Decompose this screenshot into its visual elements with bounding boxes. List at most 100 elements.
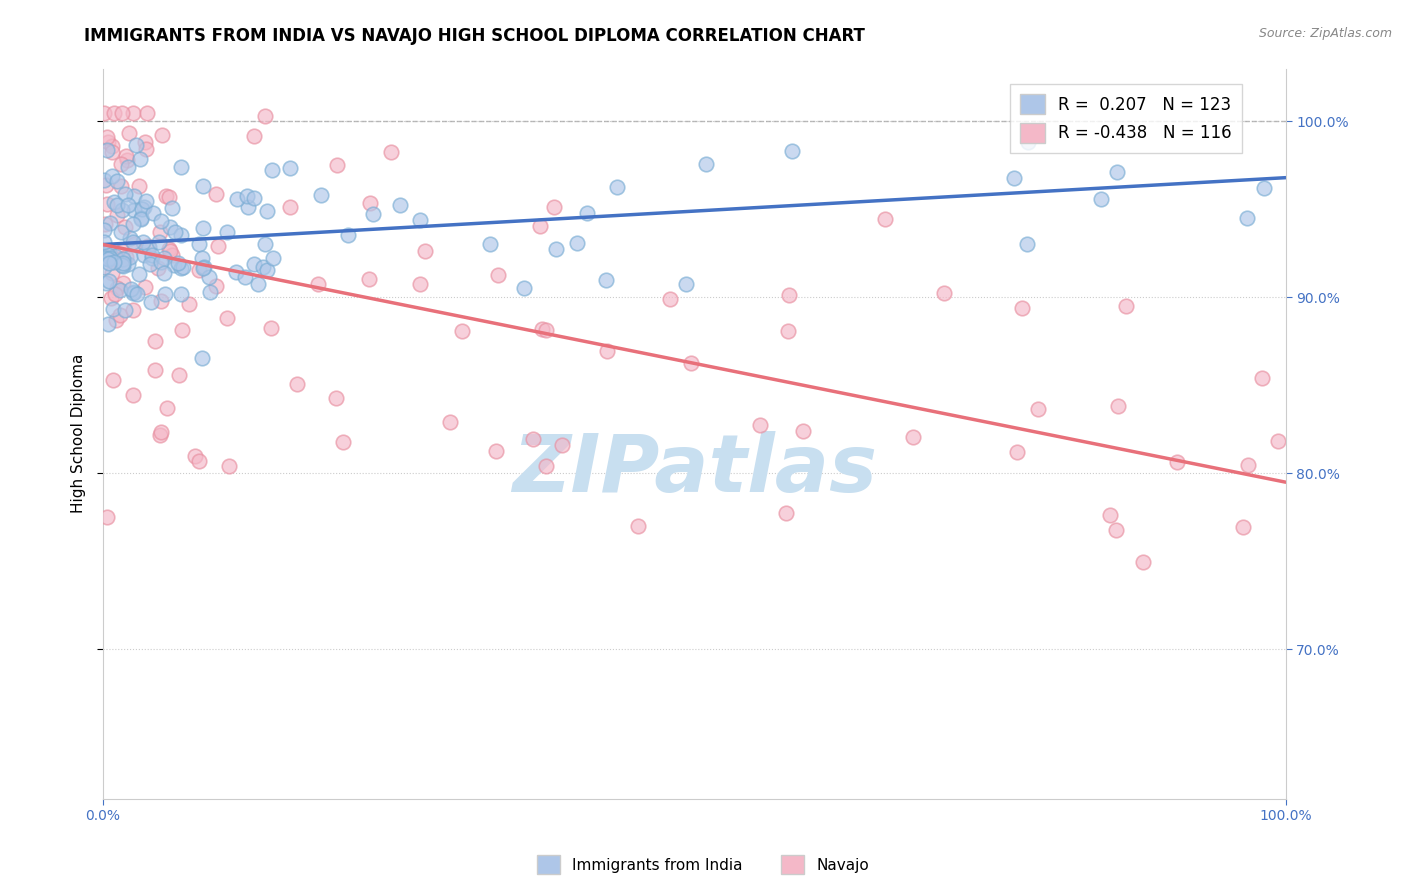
Point: [1236, 211, 1258, 226]
Y-axis label: High School Diploma: High School Diploma: [72, 354, 86, 514]
Point: [1017, 135, 1039, 149]
Point: [903, 430, 925, 444]
Point: [1005, 445, 1028, 459]
Point: [156, 401, 179, 416]
Point: [1090, 193, 1112, 207]
Point: [413, 244, 436, 259]
Point: [167, 368, 190, 382]
Point: [531, 322, 554, 336]
Point: [780, 144, 803, 158]
Point: [193, 260, 215, 274]
Point: [103, 105, 125, 120]
Point: [114, 149, 136, 163]
Point: [226, 192, 249, 206]
Text: ZIPatlas: ZIPatlas: [512, 432, 877, 509]
Point: [1099, 508, 1122, 522]
Point: [198, 285, 221, 299]
Point: [388, 198, 411, 212]
Point: [96, 143, 118, 157]
Point: [359, 196, 381, 211]
Point: [565, 235, 588, 250]
Point: [93, 235, 115, 249]
Point: [103, 301, 125, 316]
Point: [361, 207, 384, 221]
Point: [242, 190, 264, 204]
Point: [129, 152, 152, 166]
Legend: R =  0.207   N = 123, R = -0.438   N = 116: R = 0.207 N = 123, R = -0.438 N = 116: [1010, 84, 1241, 153]
Point: [595, 273, 617, 287]
Point: [149, 425, 172, 439]
Point: [778, 288, 800, 302]
Point: [93, 105, 115, 120]
Point: [103, 373, 125, 387]
Point: [169, 260, 191, 275]
Point: [187, 454, 209, 468]
Point: [114, 302, 136, 317]
Point: [136, 239, 159, 253]
Point: [93, 172, 115, 186]
Point: [97, 136, 120, 150]
Point: [252, 260, 274, 274]
Point: [246, 277, 269, 291]
Point: [155, 287, 177, 301]
Point: [193, 260, 215, 275]
Point: [278, 161, 301, 175]
Point: [117, 257, 139, 271]
Point: [380, 145, 402, 160]
Point: [104, 253, 127, 268]
Point: [100, 292, 122, 306]
Point: [243, 128, 266, 143]
Point: [131, 202, 153, 216]
Point: [1166, 455, 1188, 469]
Point: [627, 519, 650, 533]
Point: [1253, 180, 1275, 194]
Point: [150, 214, 173, 228]
Point: [551, 438, 574, 452]
Point: [148, 235, 170, 250]
Point: [134, 280, 156, 294]
Point: [122, 203, 145, 218]
Point: [141, 248, 163, 262]
Point: [155, 188, 177, 202]
Point: [172, 260, 194, 274]
Point: [110, 258, 132, 272]
Point: [191, 221, 214, 235]
Point: [141, 251, 163, 265]
Point: [934, 286, 956, 301]
Point: [522, 432, 544, 446]
Point: [135, 194, 157, 208]
Point: [285, 377, 308, 392]
Point: [595, 344, 617, 359]
Point: [122, 237, 145, 252]
Point: [278, 200, 301, 214]
Point: [478, 237, 501, 252]
Point: [1015, 237, 1038, 252]
Point: [135, 142, 157, 156]
Point: [93, 260, 115, 275]
Point: [357, 272, 380, 286]
Point: [97, 318, 120, 332]
Point: [108, 252, 131, 267]
Point: [104, 287, 127, 301]
Point: [159, 242, 181, 256]
Point: [177, 297, 200, 311]
Point: [1002, 171, 1025, 186]
Point: [188, 263, 211, 277]
Point: [162, 247, 184, 261]
Point: [101, 145, 124, 160]
Point: [1251, 371, 1274, 385]
Point: [138, 240, 160, 254]
Point: [163, 258, 186, 272]
Point: [143, 334, 166, 349]
Point: [170, 323, 193, 337]
Point: [132, 248, 155, 262]
Point: [150, 255, 173, 269]
Point: [105, 313, 128, 327]
Point: [157, 190, 180, 204]
Point: [1105, 165, 1128, 179]
Point: [105, 173, 128, 187]
Point: [218, 459, 240, 474]
Point: [170, 160, 193, 174]
Point: [160, 201, 183, 215]
Point: [111, 256, 134, 270]
